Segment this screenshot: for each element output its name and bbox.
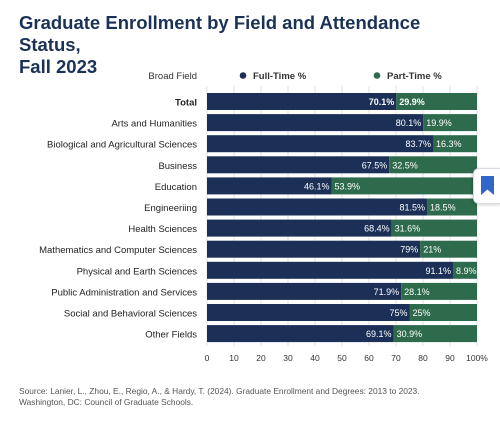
- full-time-value-label: 79%: [400, 245, 418, 255]
- full-time-value-label: 46.1%: [304, 181, 330, 191]
- part-time-value-label: 28.1%: [404, 287, 430, 297]
- part-time-bar: [423, 114, 477, 132]
- category-label: Mathematics and Computer Sciences: [39, 245, 197, 256]
- full-time-bar: [207, 198, 428, 216]
- category-label: Public Administration and Services: [51, 287, 197, 298]
- full-time-bar: [207, 304, 410, 321]
- full-time-bar: [207, 240, 421, 258]
- full-time-bar: [207, 93, 397, 110]
- full-time-value-label: 83.7%: [405, 139, 431, 149]
- category-label: Total: [175, 98, 197, 109]
- part-time-value-label: 18.5%: [430, 203, 456, 213]
- full-time-value-label: 91.1%: [425, 266, 451, 276]
- part-time-bar: [331, 177, 477, 195]
- category-label: Business: [158, 161, 197, 172]
- category-label: Education: [155, 182, 197, 193]
- legend-swatch: [373, 72, 381, 79]
- category-label: Biological and Agricultural Sciences: [47, 140, 197, 151]
- part-time-bar: [389, 156, 477, 174]
- bookmark-icon: [481, 176, 494, 195]
- legend-label: Full-Time %: [253, 71, 307, 82]
- chart-title: Graduate Enrollment by Field and Attenda…: [19, 12, 479, 78]
- part-time-bar: [420, 240, 477, 258]
- part-time-bar: [432, 135, 477, 153]
- x-tick-label: 40: [310, 353, 320, 363]
- x-tick-label: 70: [391, 353, 401, 363]
- part-time-value-label: 30.9%: [397, 329, 423, 339]
- x-tick-label: 100%: [466, 353, 488, 363]
- legend-swatch: [239, 72, 247, 79]
- category-header: Broad Field: [148, 71, 197, 82]
- x-tick-label: 80: [418, 353, 428, 363]
- part-time-value-label: 16.3%: [436, 139, 462, 149]
- x-tick-label: 50: [337, 353, 347, 363]
- full-time-value-label: 67.5%: [362, 160, 388, 170]
- x-tick-label: 20: [256, 353, 266, 363]
- full-time-bar: [207, 156, 390, 174]
- part-time-bar: [393, 325, 477, 343]
- category-label: Social and Behavioral Sciences: [64, 309, 197, 320]
- part-time-bar: [427, 198, 477, 216]
- x-tick-label: 0: [205, 353, 210, 363]
- part-time-value-label: 21%: [423, 245, 441, 255]
- full-time-value-label: 75%: [389, 308, 407, 318]
- source-note: Source: Lanier, L., Zhou, E., Regio, A.,…: [19, 386, 479, 407]
- full-time-bar: [207, 282, 402, 300]
- part-time-value-label: 8.9%: [456, 266, 477, 276]
- part-time-value-label: 25%: [413, 308, 431, 318]
- category-label: Physical and Earth Sciences: [77, 266, 198, 277]
- chart-title-line: Graduate Enrollment by Field and Attenda…: [19, 12, 421, 55]
- x-tick-label: 60: [364, 353, 374, 363]
- x-tick-label: 30: [283, 353, 293, 363]
- full-time-value-label: 71.9%: [374, 287, 400, 297]
- part-time-bar: [391, 219, 477, 237]
- full-time-bar: [207, 325, 394, 343]
- part-time-value-label: 19.9%: [426, 118, 452, 128]
- category-label: Engineeriing: [144, 203, 197, 214]
- side-bookmark-tab[interactable]: [473, 168, 500, 204]
- legend-label: Part-Time %: [387, 71, 442, 82]
- full-time-value-label: 80.1%: [396, 118, 422, 128]
- part-time-value-label: 31.6%: [395, 224, 421, 234]
- chart-title-line: Fall 2023: [19, 56, 98, 77]
- x-tick-label: 90: [445, 353, 455, 363]
- part-time-bar: [396, 93, 477, 110]
- full-time-value-label: 81.5%: [400, 203, 426, 213]
- full-time-bar: [207, 135, 433, 153]
- part-time-bar: [401, 282, 477, 300]
- full-time-bar: [207, 219, 392, 237]
- full-time-value-label: 70.1%: [369, 97, 395, 107]
- category-label: Arts and Humanities: [111, 119, 197, 130]
- part-time-value-label: 53.9%: [334, 181, 360, 191]
- category-label: Other Fields: [145, 330, 197, 341]
- full-time-value-label: 68.4%: [364, 224, 390, 234]
- full-time-bar: [207, 177, 332, 195]
- part-time-value-label: 29.9%: [399, 97, 425, 107]
- category-label: Health Sciences: [128, 224, 197, 235]
- part-time-bar: [452, 261, 477, 279]
- full-time-bar: [207, 261, 453, 279]
- full-time-bar: [207, 114, 424, 132]
- source-line: Washington, DC: Council of Graduate Scho…: [19, 396, 194, 407]
- part-time-bar: [409, 304, 477, 321]
- stacked-bar-chart: Broad Field Full-Time % Part-Time % Total 70…: [39, 71, 488, 363]
- full-time-value-label: 69.1%: [366, 329, 392, 339]
- x-tick-label: 10: [229, 353, 239, 363]
- part-time-value-label: 32.5%: [392, 160, 418, 170]
- source-line: Source: Lanier, L., Zhou, E., Regio, A.,…: [19, 386, 420, 396]
